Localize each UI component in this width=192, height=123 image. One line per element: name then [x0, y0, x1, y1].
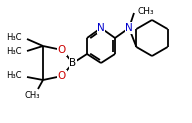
- Text: H₃C: H₃C: [7, 71, 22, 80]
- Text: O: O: [58, 45, 66, 55]
- Text: N: N: [125, 23, 133, 33]
- Text: B: B: [70, 58, 77, 68]
- Text: H₃C: H₃C: [7, 47, 22, 56]
- Text: N: N: [97, 23, 105, 33]
- Text: CH₃: CH₃: [138, 8, 155, 16]
- Text: O: O: [58, 71, 66, 81]
- Text: H₃C: H₃C: [7, 33, 22, 43]
- Text: CH₃: CH₃: [24, 91, 40, 100]
